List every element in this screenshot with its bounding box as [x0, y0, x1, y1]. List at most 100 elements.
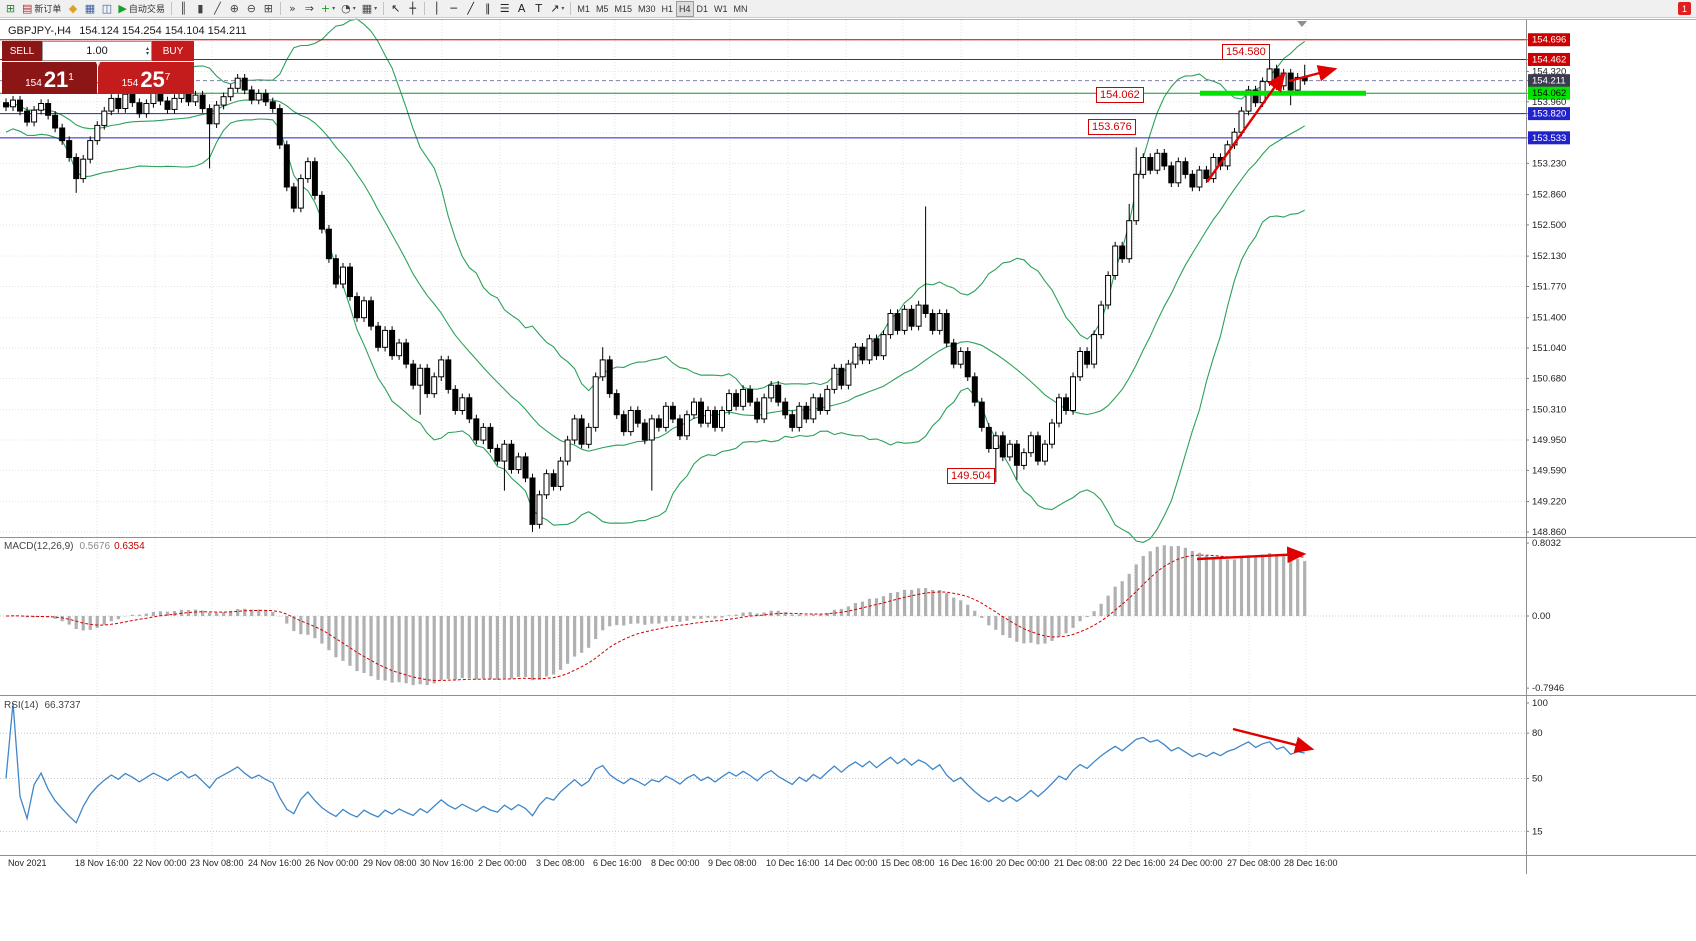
time-axis-label: 6 Dec 16:00	[593, 858, 642, 868]
time-axis-label: 22 Dec 16:00	[1112, 858, 1166, 868]
price-axis-label: 154.062	[1532, 88, 1566, 99]
candle	[550, 473, 557, 487]
trend-arrow[interactable]	[1288, 65, 1338, 83]
price-axis-label: 153.960	[1532, 97, 1566, 108]
metaeditor-button[interactable]: ◆	[64, 1, 81, 17]
candle	[1154, 152, 1161, 171]
panel-toggle-icon[interactable]: ▼	[95, 61, 101, 68]
vertical-line-tool-button[interactable]: │	[428, 1, 445, 17]
candle	[473, 418, 480, 441]
toolbar-separator	[424, 2, 426, 15]
sell-button[interactable]: SELL	[2, 41, 42, 61]
trendline-tool-button[interactable]: ╱	[462, 1, 479, 17]
candle	[908, 308, 915, 327]
price-annotation[interactable]: 149.504	[947, 468, 995, 484]
new-order-button[interactable]: ▤ 新订单	[19, 1, 64, 17]
chart-shift-icon: ⇒	[304, 2, 315, 15]
tf-h1-button[interactable]: H1	[658, 1, 676, 17]
sell-price-button[interactable]: 154 21 1	[2, 62, 97, 94]
buy-price-button[interactable]: 154 25 7	[98, 62, 194, 94]
bar-chart-mode-button[interactable]: ║	[175, 1, 192, 17]
autotrading-label: 自动交易	[128, 4, 165, 14]
sell-price-point: 1	[68, 72, 74, 83]
candle	[1203, 169, 1210, 180]
text-tool-button[interactable]: A	[513, 1, 530, 17]
navigator-button[interactable]: ◫	[98, 1, 115, 17]
templates-button[interactable]: ▦ ▾	[359, 1, 380, 17]
symbol-ohlc-label: GBPJPY-,H4 154.124 154.254 154.104 154.21…	[8, 25, 247, 37]
chart-shift-marker[interactable]	[1297, 21, 1307, 27]
time-axis-label: 24 Dec 00:00	[1169, 858, 1223, 868]
tile-windows-button[interactable]: ⊞	[260, 1, 277, 17]
fibonacci-tool-button[interactable]: ☰	[496, 1, 513, 17]
candle	[1070, 376, 1076, 411]
candle	[999, 435, 1006, 458]
crosshair-tool-button[interactable]: ┼	[404, 1, 421, 17]
candle	[115, 97, 122, 110]
indicators-button[interactable]: + ▾	[318, 1, 338, 17]
price-annotation[interactable]: 154.580	[1222, 44, 1270, 60]
tf-h4-button[interactable]: H4	[676, 0, 694, 17]
candle	[831, 367, 838, 390]
new-order-icon: ▤	[22, 2, 33, 15]
candlestick-mode-button[interactable]: ▮	[192, 1, 209, 17]
auto-scroll-button[interactable]: »	[284, 1, 301, 17]
market-watch-button[interactable]: ▦	[81, 1, 98, 17]
ohlc-values: 154.124 154.254 154.104 154.211	[79, 25, 247, 37]
zoom-out-button[interactable]: ⊖	[243, 1, 260, 17]
candle	[698, 401, 704, 424]
candle	[164, 100, 171, 110]
candle	[304, 161, 311, 180]
arrows-tool-button[interactable]: ↗ ▾	[547, 1, 567, 17]
price-annotation[interactable]: 153.676	[1088, 119, 1136, 135]
bollinger-upper-band	[5, 18, 1306, 392]
buy-button[interactable]: BUY	[152, 41, 194, 61]
candle	[199, 94, 206, 110]
time-axis-label: 20 Dec 00:00	[996, 858, 1050, 868]
text-tool-icon: A	[517, 2, 526, 15]
macd-axis-label: -0.7946	[1532, 683, 1564, 694]
zoom-in-button[interactable]: ⊕	[226, 1, 243, 17]
price-annotation[interactable]: 154.062	[1096, 87, 1144, 103]
lot-decrease-button[interactable]: ▾	[145, 50, 149, 57]
candle	[438, 359, 445, 378]
channel-tool-button[interactable]: ∥	[479, 1, 496, 17]
tf-w1-button[interactable]: W1	[711, 1, 731, 17]
price-axis-label: 149.950	[1532, 435, 1566, 446]
candle	[1091, 334, 1098, 365]
autotrading-button[interactable]: ▶ 自动交易	[115, 1, 167, 17]
tf-d1-label: D1	[696, 3, 709, 14]
tf-m1-button[interactable]: M1	[574, 1, 593, 17]
price-axis-label: 154.696	[1532, 35, 1566, 46]
tf-m5-button[interactable]: M5	[593, 1, 612, 17]
trend-arrow[interactable]	[1196, 546, 1307, 564]
new-chart-button[interactable]: ⊞	[2, 1, 19, 17]
horizontal-line-tool-button[interactable]: ─	[445, 1, 462, 17]
lot-increase-button[interactable]: ▴	[145, 45, 149, 52]
toolbar-separator	[279, 2, 281, 15]
candle	[375, 325, 382, 348]
trend-arrow[interactable]	[1232, 727, 1315, 754]
periods-button[interactable]: ◔ ▾	[338, 1, 359, 17]
candle	[424, 367, 431, 395]
tf-mn-button[interactable]: MN	[731, 1, 751, 17]
cursor-tool-button[interactable]: ↖	[387, 1, 404, 17]
tf-m15-button[interactable]: M15	[611, 1, 635, 17]
macd-axis-label: 0.00	[1532, 611, 1551, 622]
trend-arrow[interactable]	[1206, 72, 1286, 183]
notification-badge[interactable]: 1	[1678, 2, 1691, 15]
rsi-axis-label: 80	[1532, 728, 1543, 739]
time-axis-label: 15 Dec 08:00	[881, 858, 935, 868]
candle	[311, 161, 318, 196]
rsi-value: 66.3737	[44, 700, 81, 711]
tf-d1-button[interactable]: D1	[694, 1, 712, 17]
vertical-line-tool-icon: │	[433, 2, 440, 15]
cursor-tool-icon: ↖	[391, 2, 401, 15]
label-tool-button[interactable]: T	[530, 1, 547, 17]
lot-size-field[interactable]: 1.00 ▴ ▾	[42, 41, 152, 61]
chart-shift-button[interactable]: ⇒	[301, 1, 318, 17]
line-chart-mode-button[interactable]: ╱	[209, 1, 226, 17]
tf-m30-button[interactable]: M30	[635, 1, 659, 17]
channel-tool-icon: ∥	[484, 2, 491, 15]
